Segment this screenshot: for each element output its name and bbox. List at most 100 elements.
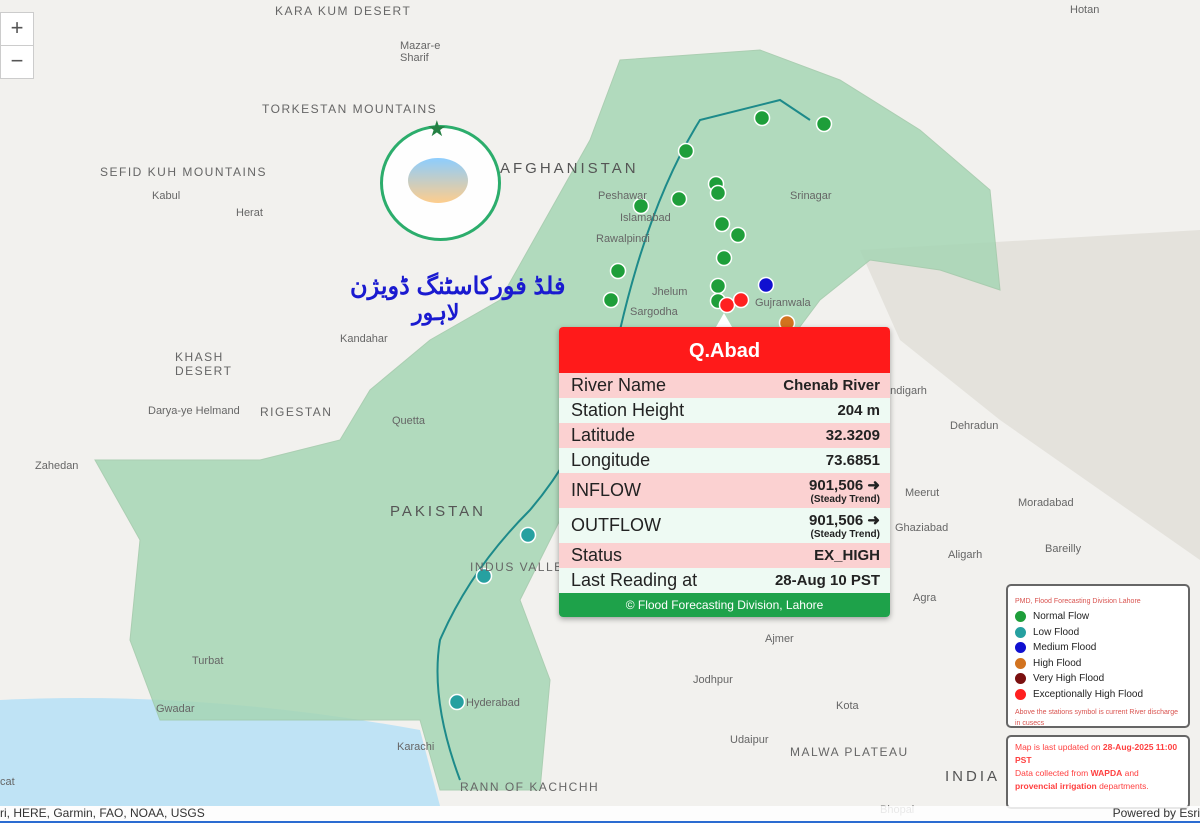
update-info: Map is last updated on 28-Aug-2025 11:00…: [1006, 735, 1190, 809]
station-marker-normal[interactable]: [609, 262, 627, 280]
place-label: Moradabad: [1018, 497, 1074, 509]
legend: PMD, Flood Forecasting Division Lahore N…: [1006, 584, 1190, 728]
pakistan-region: [94, 49, 1001, 791]
popup-title: Q.Abad: [559, 327, 890, 373]
popup-pointer: [716, 313, 732, 327]
place-label: KARA KUM DESERT: [275, 4, 412, 18]
legend-label: Exceptionally High Flood: [1033, 688, 1144, 700]
legend-item: Low Flood: [1015, 625, 1181, 641]
popup-footer: © Flood Forecasting Division, Lahore: [559, 593, 890, 617]
place-label: Jodhpur: [693, 674, 733, 686]
popup-row: Longitude 73.6851: [559, 448, 890, 473]
popup-row: INFLOW 901,506 ➜ (Steady Trend): [559, 473, 890, 508]
place-label: Karachi: [397, 741, 435, 753]
himalaya-terrain: [860, 230, 1200, 560]
popup-row: Station Height 204 m: [559, 398, 890, 423]
legend-title: PMD, Flood Forecasting Division Lahore: [1015, 598, 1141, 605]
station-marker-normal[interactable]: [815, 115, 833, 133]
popup-row: Last Reading at 28-Aug 10 PST: [559, 568, 890, 593]
station-marker-normal[interactable]: [709, 277, 727, 295]
legend-label: Medium Flood: [1033, 642, 1097, 654]
legend-item: High Flood: [1015, 656, 1181, 672]
arabian-sea: [0, 698, 440, 806]
update-date: 28-Aug-2025 11:00 PST: [1015, 742, 1178, 765]
stations-layer: [448, 109, 833, 711]
place-label: SEFID KUH MOUNTAINS: [100, 165, 267, 179]
station-marker-low[interactable]: [448, 693, 466, 711]
row-value: 204 m: [837, 402, 880, 419]
update-prefix: Map is last updated on: [1015, 742, 1103, 752]
zoom-out-button[interactable]: −: [0, 45, 34, 79]
zoom-in-button[interactable]: +: [0, 12, 34, 46]
legend-item: Medium Flood: [1015, 640, 1181, 656]
legend-item: Very High Flood: [1015, 671, 1181, 687]
place-label: Herat: [236, 207, 263, 219]
place-label: Ghaziabad: [895, 522, 949, 534]
row-value: 73.6851: [825, 452, 880, 469]
place-label: MALWA PLATEAU: [790, 745, 909, 759]
station-marker-medium[interactable]: [757, 276, 775, 294]
place-label: Gwadar: [156, 703, 195, 715]
place-label: Jhelum: [652, 286, 688, 298]
trend-label: (Steady Trend): [810, 494, 880, 505]
urdu-city: لاہور: [412, 300, 460, 325]
source-wapda: WAPDA: [1090, 768, 1123, 778]
row-value: 28-Aug 10 PST: [774, 572, 880, 589]
station-marker-exceptional[interactable]: [718, 296, 736, 314]
place-label: Sargodha: [630, 306, 678, 318]
station-marker-normal[interactable]: [709, 184, 727, 202]
station-marker-normal[interactable]: [753, 109, 771, 127]
station-marker-normal[interactable]: [632, 197, 650, 215]
place-label: KHASH DESERT: [175, 350, 233, 378]
legend-dot-icon: [1015, 611, 1026, 623]
place-label: Mazar-e Sharif: [400, 40, 441, 64]
legend-item: Normal Flow: [1015, 609, 1181, 625]
station-marker-normal[interactable]: [602, 291, 620, 309]
place-label: Udaipur: [730, 734, 769, 746]
place-label: Hyderabad: [466, 697, 520, 709]
station-marker-normal[interactable]: [677, 142, 695, 160]
popup-row: River Name Chenab River: [559, 373, 890, 398]
place-label: PAKISTAN: [390, 503, 486, 520]
row-label: Station Height: [571, 400, 685, 420]
station-marker-normal[interactable]: [713, 215, 731, 233]
row-label: River Name: [571, 375, 667, 395]
place-label: Darya-ye Helmand: [148, 405, 240, 417]
row-label: Status: [571, 545, 623, 565]
row-label: OUTFLOW: [571, 515, 661, 535]
station-marker-normal[interactable]: [670, 190, 688, 208]
place-label: Agra: [913, 592, 937, 604]
place-label: Kabul: [152, 190, 181, 202]
star-icon: ★: [427, 116, 447, 141]
place-label: Bareilly: [1045, 543, 1082, 555]
place-label: Rawalpindi: [596, 233, 650, 245]
station-marker-low[interactable]: [519, 526, 537, 544]
station-marker-low[interactable]: [475, 567, 493, 585]
source-irrigation: provencial irrigation: [1015, 781, 1097, 791]
legend-dot-icon: [1015, 657, 1026, 669]
row-value: Chenab River: [783, 377, 880, 394]
place-label: Meerut: [905, 487, 940, 499]
place-label: Kota: [836, 700, 859, 712]
attribution-text[interactable]: ri, HERE, Garmin, FAO, NOAA, USGS: [0, 806, 205, 820]
station-marker-normal[interactable]: [715, 249, 733, 267]
legend-dot-icon: [1015, 642, 1026, 654]
pmd-logo: ★: [380, 116, 501, 241]
station-popup: Q.Abad River Name Chenab River Station Hei…: [559, 327, 890, 617]
station-marker-normal[interactable]: [729, 226, 747, 244]
place-label: Turbat: [192, 655, 224, 667]
powered-by-esri[interactable]: Powered by Esri: [1112, 806, 1200, 820]
indus-river: [436, 98, 811, 781]
place-label: Aligarh: [948, 549, 983, 561]
place-label: TORKESTAN MOUNTAINS: [262, 102, 438, 116]
row-label: Last Reading at: [571, 570, 698, 590]
place-label: Quetta: [392, 415, 426, 427]
place-label: Dehradun: [950, 420, 999, 432]
popup-row: OUTFLOW 901,506 ➜ (Steady Trend): [559, 508, 890, 543]
legend-dot-icon: [1015, 688, 1026, 700]
place-label: Kandahar: [340, 333, 388, 345]
station-marker-exceptional[interactable]: [732, 291, 750, 309]
place-label: Srinagar: [790, 190, 832, 202]
legend-label: Low Flood: [1033, 626, 1080, 638]
